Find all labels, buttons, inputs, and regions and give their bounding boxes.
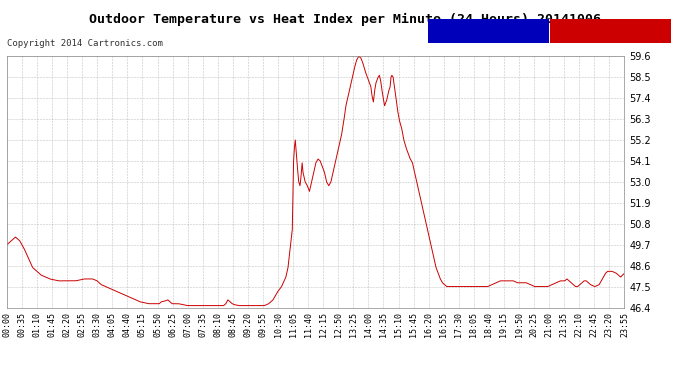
Text: Outdoor Temperature vs Heat Index per Minute (24 Hours) 20141006: Outdoor Temperature vs Heat Index per Mi… xyxy=(89,13,601,26)
Text: Copyright 2014 Cartronics.com: Copyright 2014 Cartronics.com xyxy=(7,39,163,48)
Text: Heat Index  (°F): Heat Index (°F) xyxy=(448,26,528,36)
Text: Temperature (°F): Temperature (°F) xyxy=(571,26,650,36)
